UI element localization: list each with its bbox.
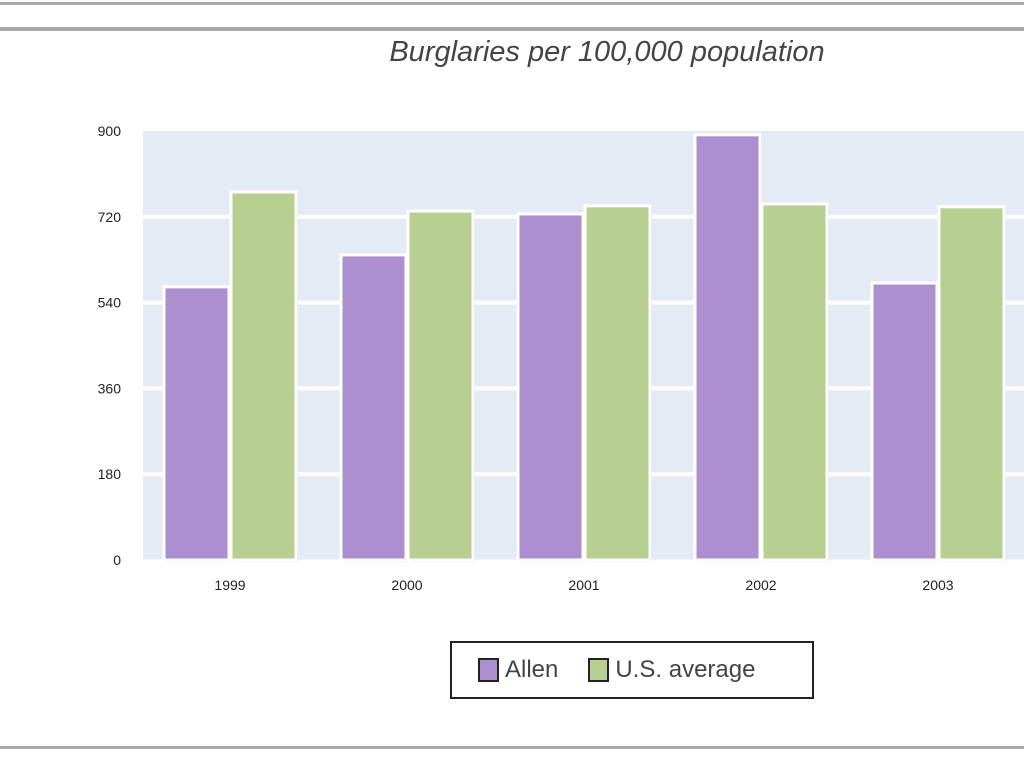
bar-allen-2003 [870,281,939,562]
x-tick-label: 1999 [214,577,245,593]
bar-allen-1999 [162,285,231,562]
legend-item-us-average: U.S. average [588,656,755,684]
legend-swatch-us-average [588,658,610,682]
bar-u-s-average-2002 [760,202,829,562]
bar-allen-2000 [339,253,408,562]
x-tick-label: 2003 [922,577,953,593]
y-tick-label: 900 [98,123,122,139]
legend-swatch-allen [478,658,499,682]
legend: Allen U.S. average [450,641,814,699]
y-tick-label: 540 [98,295,122,311]
chart-title: Burglaries per 100,000 population [389,36,825,68]
y-tick-label: 180 [98,466,122,482]
y-tick-label: 0 [113,552,121,568]
bar-u-s-average-2001 [583,204,652,562]
legend-label-us-average: U.S. average [615,656,756,683]
x-tick-label: 2002 [745,577,776,593]
bar-allen-2002 [693,133,762,562]
legend-item-allen: Allen [478,656,558,684]
top-border [0,2,1024,5]
bar-u-s-average-2003 [937,205,1006,562]
y-tick-label: 360 [98,380,122,396]
bar-u-s-average-1999 [229,190,298,562]
bar-u-s-average-2000 [406,209,475,562]
legend-label-allen: Allen [505,656,559,683]
header-divider [0,27,1024,31]
bar-allen-2001 [516,212,585,562]
y-tick-label: 720 [98,209,122,225]
x-tick-label: 2001 [568,577,599,593]
bottom-border [0,746,1024,749]
x-tick-label: 2000 [391,577,422,593]
